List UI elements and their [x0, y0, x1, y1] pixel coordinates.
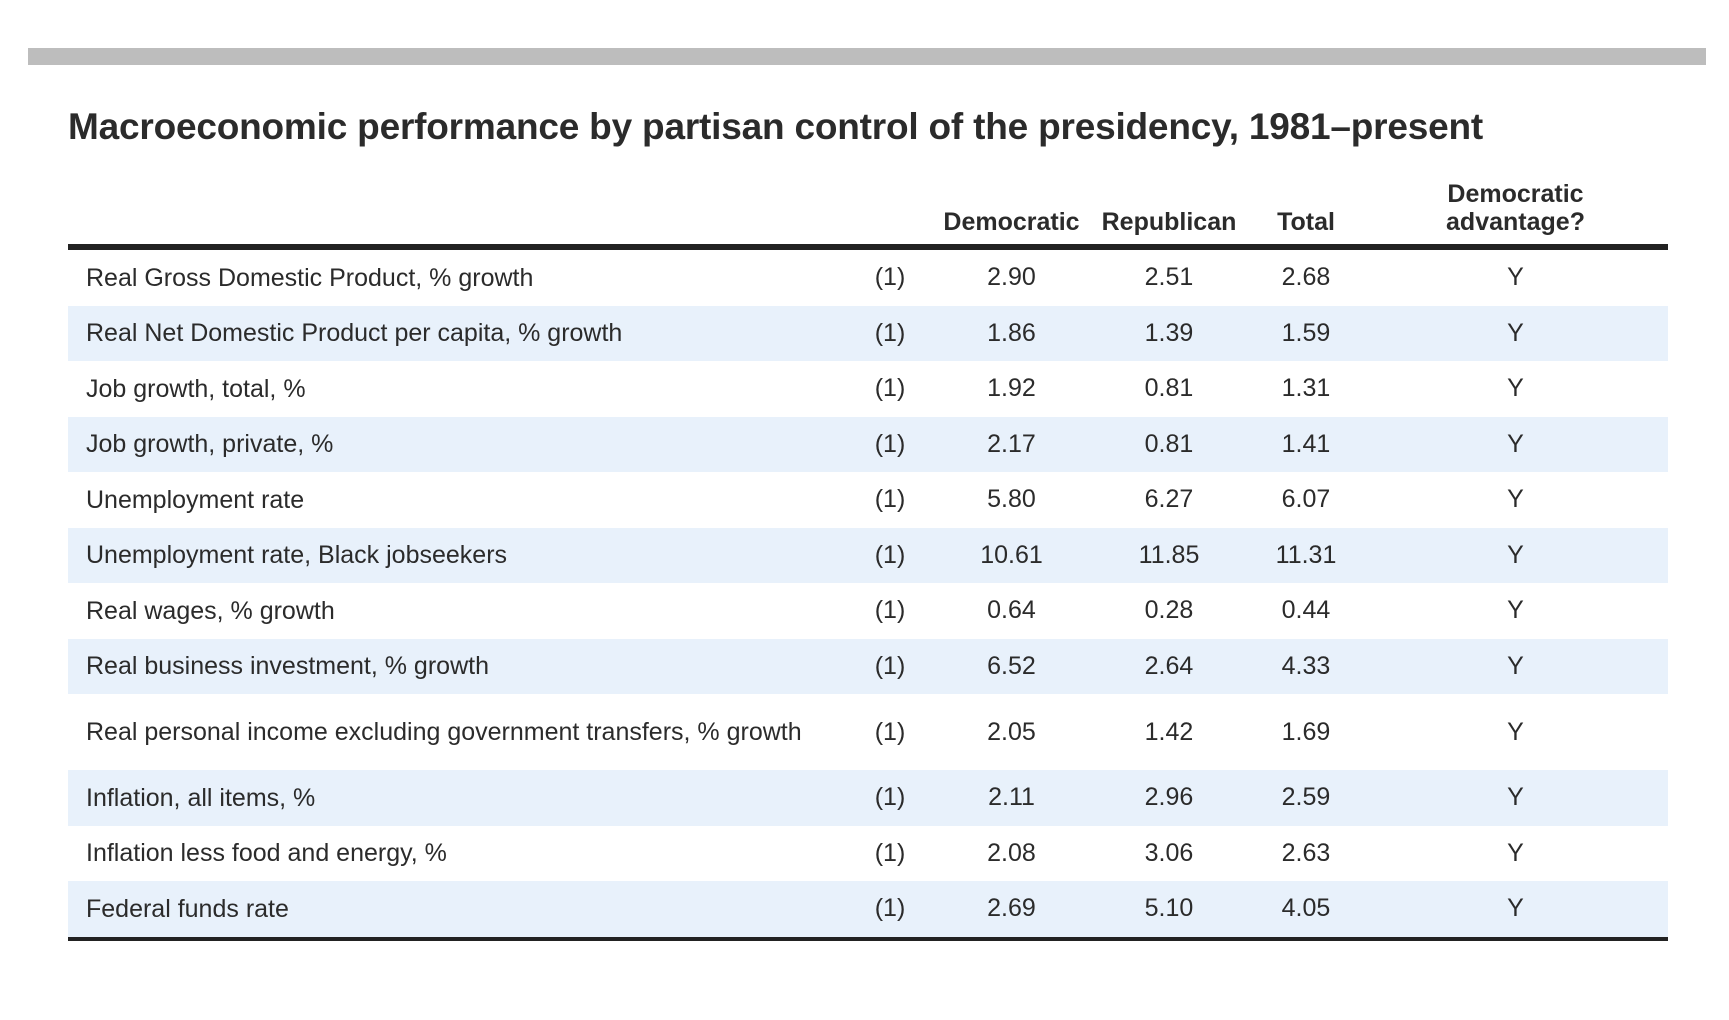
row-note: (1)	[874, 717, 906, 746]
cell-democratic: 2.69	[987, 894, 1036, 923]
top-divider-bar	[28, 48, 1706, 65]
header-democratic: Democratic	[943, 208, 1080, 236]
header-democratic-advantage: Democratic advantage?	[1363, 180, 1668, 247]
row-note: (1)	[874, 596, 906, 625]
cell-democratic: 2.08	[987, 838, 1036, 867]
cell-democratic-advantage: Y	[1507, 429, 1524, 458]
table-row: Unemployment rate, Black jobseekers (1) 10…	[68, 527, 1668, 583]
row-note: (1)	[874, 429, 906, 458]
row-label: Job growth, total, %	[86, 374, 306, 403]
row-note: (1)	[874, 838, 906, 867]
data-table-container: Democratic Republican Total Democratic a…	[68, 180, 1668, 941]
table-row: Federal funds rate (1) 2.69 5.10 4.05 Y	[68, 881, 1668, 939]
cell-democratic-advantage: Y	[1507, 318, 1524, 347]
cell-democratic: 0.64	[987, 596, 1036, 625]
cell-total: 2.68	[1281, 263, 1331, 292]
cell-total: 2.63	[1281, 838, 1331, 867]
cell-republican: 3.06	[1144, 838, 1194, 867]
cell-total: 6.07	[1281, 485, 1331, 514]
cell-democratic: 2.17	[987, 429, 1036, 458]
row-label: Real business investment, % growth	[86, 652, 489, 681]
row-label: Unemployment rate, Black jobseekers	[86, 541, 508, 570]
cell-democratic-advantage: Y	[1507, 374, 1524, 403]
row-note: (1)	[874, 263, 906, 292]
cell-democratic-advantage: Y	[1507, 838, 1524, 867]
cell-republican: 0.28	[1144, 596, 1194, 625]
cell-republican: 1.42	[1144, 717, 1194, 746]
row-label: Real Gross Domestic Product, % growth	[86, 263, 534, 292]
cell-total: 0.44	[1281, 596, 1331, 625]
cell-democratic-advantage: Y	[1507, 596, 1524, 625]
cell-democratic-advantage: Y	[1507, 894, 1524, 923]
row-note: (1)	[874, 374, 906, 403]
row-label: Inflation, all items, %	[86, 783, 316, 812]
table-row: Unemployment rate (1) 5.80 6.27 6.07 Y	[68, 472, 1668, 528]
row-label: Inflation less food and energy, %	[86, 839, 447, 868]
cell-democratic: 5.80	[987, 485, 1036, 514]
row-note: (1)	[874, 485, 906, 514]
cell-total: 1.41	[1281, 429, 1331, 458]
cell-democratic: 6.52	[987, 651, 1036, 680]
cell-total: 1.31	[1281, 374, 1331, 403]
cell-republican: 6.27	[1144, 485, 1194, 514]
cell-republican: 11.85	[1138, 540, 1200, 569]
table-row: Real personal income excluding governmen…	[68, 694, 1668, 770]
header-advantage-line2: advantage?	[1446, 208, 1585, 236]
cell-total: 4.33	[1281, 651, 1331, 680]
cell-total: 11.31	[1275, 540, 1337, 569]
cell-total: 1.69	[1281, 717, 1331, 746]
cell-democratic-advantage: Y	[1507, 540, 1524, 569]
cell-democratic-advantage: Y	[1507, 717, 1524, 746]
cell-republican: 2.51	[1144, 263, 1194, 292]
table-row: Real business investment, % growth (1) 6.5…	[68, 638, 1668, 694]
row-note: (1)	[874, 651, 906, 680]
header-republican: Republican	[1101, 208, 1237, 236]
table-row: Inflation, all items, % (1) 2.11 2.96 2.59 Y	[68, 770, 1668, 826]
header-note-spacer	[846, 180, 934, 247]
table-row: Real Gross Domestic Product, % growth (1)…	[68, 247, 1668, 306]
data-table: Democratic Republican Total Democratic a…	[68, 180, 1668, 941]
cell-democratic-advantage: Y	[1507, 783, 1524, 812]
row-label: Job growth, private, %	[86, 430, 334, 459]
table-row: Job growth, total, % (1) 1.92 0.81 1.31 Y	[68, 361, 1668, 417]
cell-republican: 2.64	[1144, 651, 1194, 680]
cell-democratic: 1.86	[987, 318, 1036, 347]
row-label: Real Net Domestic Product per capita, % …	[86, 319, 623, 348]
cell-republican: 1.39	[1144, 318, 1194, 347]
table-row: Real Net Domestic Product per capita, % …	[68, 305, 1668, 361]
cell-total: 2.59	[1281, 783, 1331, 812]
row-label: Unemployment rate	[86, 485, 305, 514]
cell-republican: 0.81	[1144, 374, 1194, 403]
table-row: Job growth, private, % (1) 2.17 0.81 1.41 Y	[68, 416, 1668, 472]
cell-republican: 2.96	[1144, 783, 1194, 812]
table-body: Real Gross Domestic Product, % growth (1)…	[68, 247, 1668, 939]
row-label: Federal funds rate	[86, 894, 289, 923]
cell-republican: 5.10	[1144, 894, 1194, 923]
cell-democratic-advantage: Y	[1507, 263, 1524, 292]
table-title: Macroeconomic performance by partisan co…	[68, 106, 1484, 147]
cell-total: 1.59	[1281, 318, 1331, 347]
header-total: Total	[1277, 208, 1335, 236]
row-label: Real wages, % growth	[86, 596, 335, 625]
cell-democratic: 2.05	[987, 717, 1036, 746]
cell-democratic: 2.11	[988, 783, 1035, 812]
cell-democratic-advantage: Y	[1507, 485, 1524, 514]
table-row: Real wages, % growth (1) 0.64 0.28 0.44 Y	[68, 583, 1668, 639]
cell-total: 4.05	[1281, 894, 1331, 923]
row-label: Real personal income excluding governmen…	[86, 718, 802, 746]
table-header-row: Democratic Republican Total Democratic a…	[68, 180, 1668, 247]
row-note: (1)	[874, 783, 906, 812]
header-advantage-line1: Democratic	[1447, 180, 1584, 208]
cell-democratic: 2.90	[987, 263, 1036, 292]
row-note: (1)	[874, 540, 906, 569]
cell-republican: 0.81	[1144, 429, 1194, 458]
header-label-spacer	[68, 180, 846, 247]
row-note: (1)	[874, 318, 906, 347]
cell-democratic-advantage: Y	[1507, 651, 1524, 680]
cell-democratic: 10.61	[980, 540, 1043, 569]
table-row: Inflation less food and energy, % (1) 2.08…	[68, 826, 1668, 882]
cell-democratic: 1.92	[987, 374, 1036, 403]
row-note: (1)	[874, 894, 906, 923]
